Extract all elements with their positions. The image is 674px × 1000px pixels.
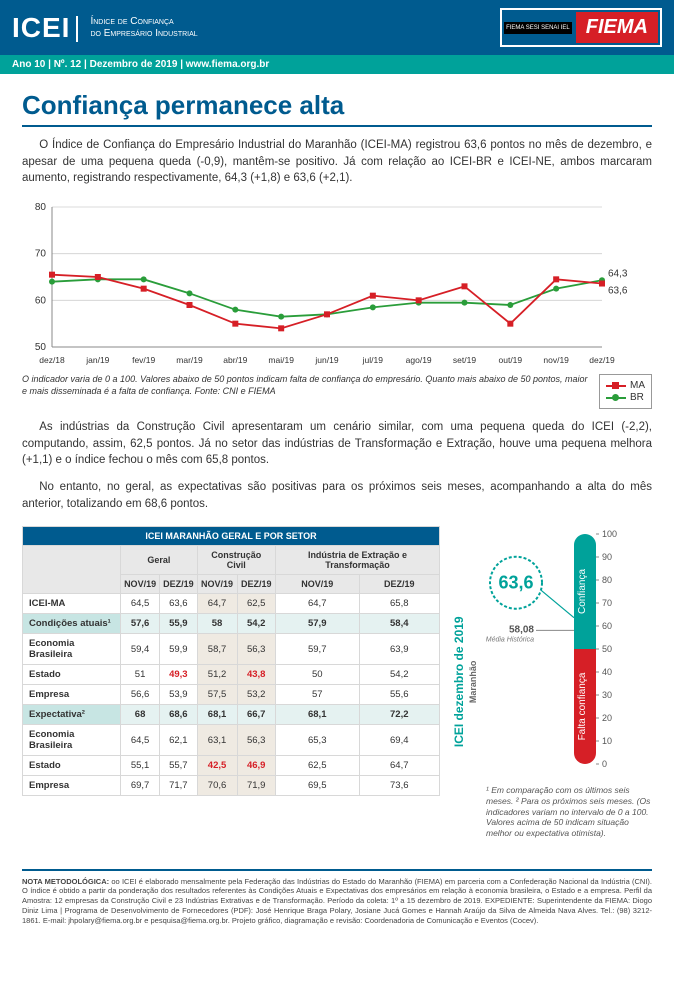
- svg-text:mar/19: mar/19: [176, 355, 203, 365]
- svg-text:dez/19: dez/19: [589, 355, 615, 365]
- svg-text:nov/19: nov/19: [543, 355, 569, 365]
- svg-text:jul/19: jul/19: [362, 355, 384, 365]
- fiema-logo-box: FIEMA SESI SENAI IEL FIEMA: [500, 8, 662, 47]
- svg-text:0: 0: [602, 759, 607, 769]
- gauge-footnote: ¹ Em comparação com os últimos seis mese…: [486, 785, 652, 838]
- svg-text:Confiança: Confiança: [577, 569, 588, 614]
- svg-text:mai/19: mai/19: [268, 355, 294, 365]
- icei-table-box: ICEI MARANHÃO GERAL E POR SETORGeralCons…: [22, 526, 440, 796]
- chart-legend: MA BR: [599, 374, 652, 409]
- svg-text:40: 40: [602, 667, 612, 677]
- line-chart: 50 60 70 80 dez/18 jan/19 fev/19 mar/19 abr/19 ma…: [22, 197, 652, 370]
- svg-text:out/19: out/19: [499, 355, 523, 365]
- svg-text:20: 20: [602, 713, 612, 723]
- page-title: Confiança permanece alta: [22, 90, 652, 127]
- svg-text:jun/19: jun/19: [314, 355, 338, 365]
- icei-logo: ICEI: [12, 12, 78, 44]
- svg-text:63,6: 63,6: [498, 573, 533, 593]
- issue-bar: Ano 10 | Nº. 12 | Dezembro de 2019 | www…: [0, 55, 674, 74]
- fiema-small-label: FIEMA SESI SENAI IEL: [504, 22, 572, 34]
- svg-text:70: 70: [35, 249, 47, 260]
- svg-text:ago/19: ago/19: [406, 355, 432, 365]
- paragraph-3: No entanto, no geral, as expectativas sã…: [22, 479, 652, 512]
- icei-table: ICEI MARANHÃO GERAL E POR SETORGeralCons…: [22, 526, 440, 796]
- svg-text:70: 70: [602, 598, 612, 608]
- svg-text:64,3: 64,3: [608, 268, 628, 279]
- svg-text:50: 50: [35, 342, 47, 353]
- svg-text:Falta confiança: Falta confiança: [577, 673, 588, 741]
- gauge-vertical-label: ICEI dezembro de 2019Maranhão: [452, 526, 480, 838]
- svg-text:fev/19: fev/19: [132, 355, 155, 365]
- svg-text:80: 80: [602, 575, 612, 585]
- legend-br: BR: [630, 392, 644, 403]
- svg-text:60: 60: [602, 621, 612, 631]
- chart-note: O indicador varia de 0 a 100. Valores ab…: [22, 374, 589, 397]
- svg-text:80: 80: [35, 202, 47, 213]
- header-subtitle: Índice de Confiança do Empresário Indust…: [90, 16, 500, 40]
- svg-text:90: 90: [602, 552, 612, 562]
- footer: NOTA METODOLÓGICA: oo ICEI é elaborado m…: [22, 869, 652, 926]
- gauge-column: ICEI dezembro de 2019Maranhão 0 10 20 30 40 5…: [452, 526, 652, 838]
- paragraph-1: O Índice de Confiança do Empresário Indu…: [22, 137, 652, 187]
- svg-text:jan/19: jan/19: [85, 355, 109, 365]
- header-band: ICEI Índice de Confiança do Empresário I…: [0, 0, 674, 55]
- svg-text:50: 50: [602, 644, 612, 654]
- svg-text:abr/19: abr/19: [223, 355, 247, 365]
- svg-text:30: 30: [602, 690, 612, 700]
- paragraph-2: As indústrias da Construção Civil aprese…: [22, 419, 652, 469]
- svg-text:Média Histórica: Média Histórica: [486, 637, 534, 644]
- legend-ma: MA: [630, 380, 645, 391]
- svg-text:58,08: 58,08: [509, 625, 534, 636]
- svg-text:100: 100: [602, 529, 617, 539]
- fiema-big-label: FIEMA: [576, 12, 658, 43]
- svg-text:63,6: 63,6: [608, 286, 628, 297]
- svg-text:60: 60: [35, 295, 47, 306]
- svg-text:10: 10: [602, 736, 612, 746]
- svg-text:set/19: set/19: [453, 355, 476, 365]
- svg-text:dez/18: dez/18: [39, 355, 65, 365]
